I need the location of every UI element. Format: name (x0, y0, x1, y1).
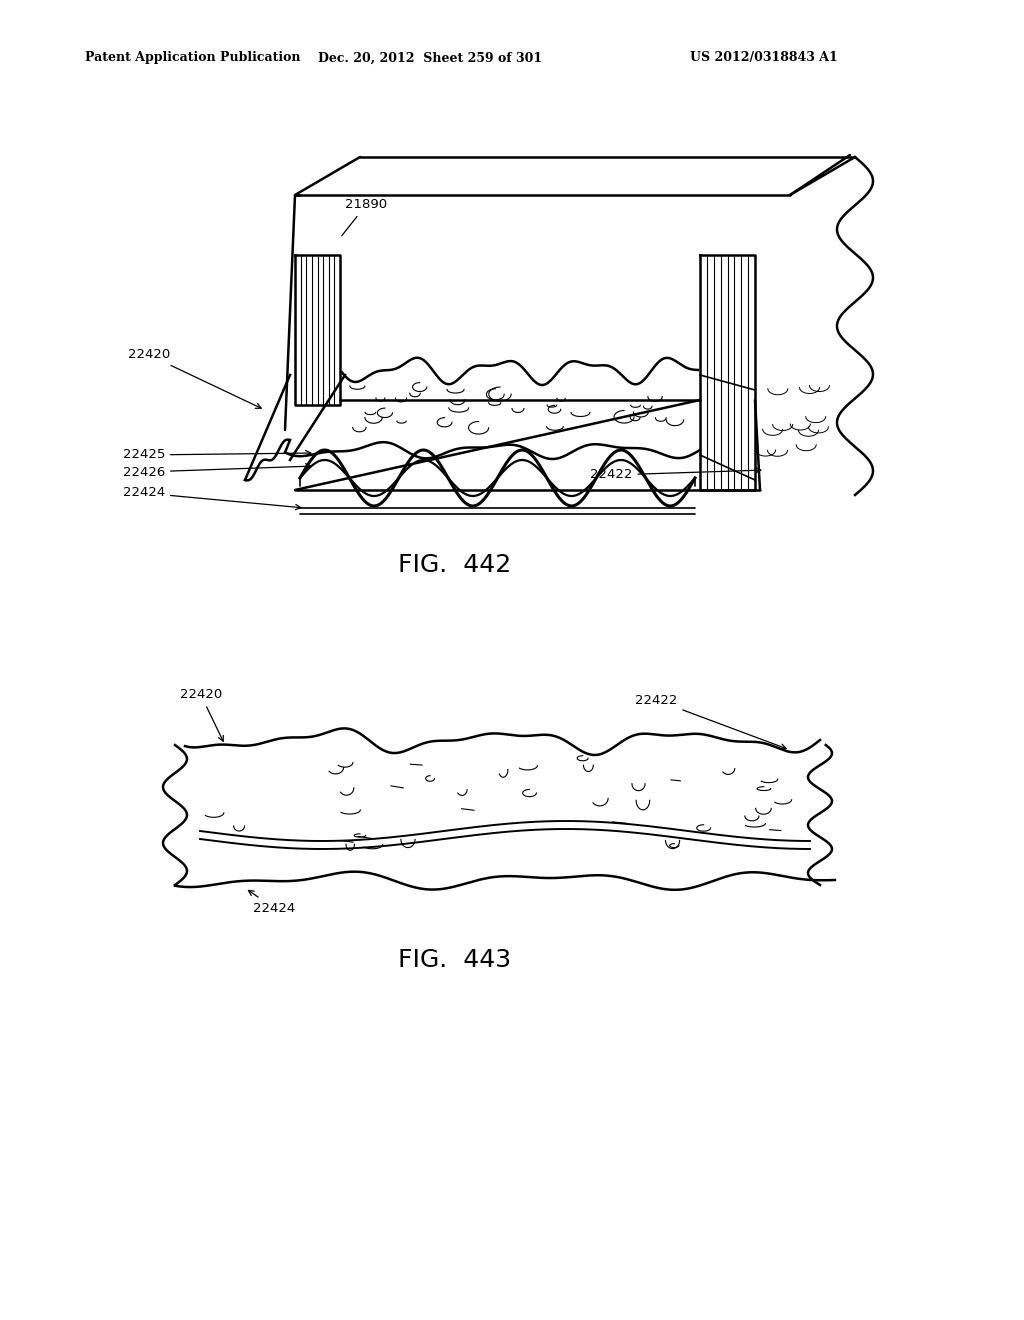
Text: 22420: 22420 (128, 348, 261, 408)
Text: Dec. 20, 2012  Sheet 259 of 301: Dec. 20, 2012 Sheet 259 of 301 (317, 51, 542, 65)
Text: 21890: 21890 (342, 198, 387, 236)
Text: 22424: 22424 (123, 487, 301, 510)
Text: 22426: 22426 (123, 463, 311, 479)
Text: US 2012/0318843 A1: US 2012/0318843 A1 (690, 51, 838, 65)
Text: 22425: 22425 (123, 449, 311, 462)
Text: Patent Application Publication: Patent Application Publication (85, 51, 300, 65)
Text: 22422: 22422 (590, 467, 761, 482)
Text: 22424: 22424 (249, 891, 295, 915)
Text: FIG.  443: FIG. 443 (398, 948, 512, 972)
Text: 22422: 22422 (635, 693, 786, 750)
Text: 22420: 22420 (180, 689, 223, 742)
Text: FIG.  442: FIG. 442 (398, 553, 512, 577)
